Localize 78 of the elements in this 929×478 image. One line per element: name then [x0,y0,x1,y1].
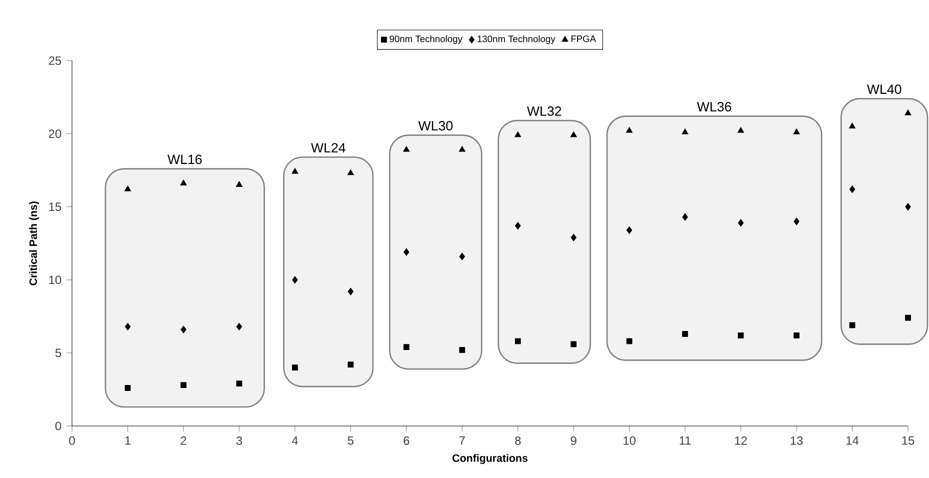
point [570,234,576,242]
point [626,127,633,133]
point [124,385,131,391]
legend-label: 90nm Technology [390,35,462,44]
x-tick-label: 2 [180,436,186,445]
x-tick-label: 1 [125,436,130,445]
point [180,180,187,186]
x-tick-label: 3 [236,436,242,445]
point [459,347,466,353]
point [793,128,800,134]
point [905,314,911,321]
x-tick-label: 0 [69,436,75,445]
point [348,288,354,296]
point [848,122,856,128]
point [794,332,800,338]
point [403,344,410,350]
point [348,362,354,368]
point [904,110,912,116]
x-tick-label: 13 [790,436,803,445]
point [570,341,577,348]
band-label: WL32 [526,106,562,116]
point [404,248,410,256]
point [570,131,577,138]
x-tick-label: 11 [680,436,691,445]
y-tick-label: 20 [48,129,62,138]
x-tick-label: 14 [846,436,859,445]
y-tick-label: 0 [55,422,62,430]
point [458,146,466,152]
band-label: WL36 [696,102,732,112]
point [905,203,911,211]
point [738,219,744,227]
point [849,186,856,193]
point [124,322,131,330]
point [236,181,242,187]
x-tick-label: 8 [515,436,521,445]
point [236,380,242,387]
legend-label: FPGA [571,35,596,42]
point [682,213,688,221]
point [626,226,632,234]
x-tick-label: 5 [348,436,354,445]
band-label: WL24 [311,143,346,152]
point [515,222,521,230]
point [292,364,298,370]
point [459,252,466,260]
y-tick-label: 25 [48,56,62,65]
band-label: WL40 [866,84,902,94]
point [682,330,688,337]
y-tick-label: 5 [55,348,62,358]
point [514,131,522,138]
band-label: WL16 [168,154,202,164]
x-tick-label: 15 [902,436,914,445]
x-tick-label: 6 [404,436,410,445]
x-tick-label: 9 [570,436,576,445]
legend-label: 130nm Technology [478,35,556,44]
point [682,128,688,134]
point [292,276,298,284]
point [180,326,186,334]
x-tick-label: 4 [292,436,298,445]
point [626,338,632,344]
y-tick-label: 15 [49,202,62,211]
point [292,168,298,174]
point [347,169,354,176]
point [403,146,410,152]
y-tick-label: 10 [49,276,62,284]
x-axis-title: Configurations [452,454,528,464]
point [514,338,521,344]
point [738,332,744,338]
band-label: WL30 [418,121,453,130]
x-tick-label: 12 [735,436,747,445]
point [180,382,186,388]
point [794,218,800,226]
x-tick-label: 7 [459,436,465,445]
x-tick-label: 10 [624,436,636,445]
point [738,127,744,133]
point [849,322,856,328]
point [124,186,132,192]
y-axis-title: Critical Path (ns) [29,201,40,286]
point [236,322,242,330]
